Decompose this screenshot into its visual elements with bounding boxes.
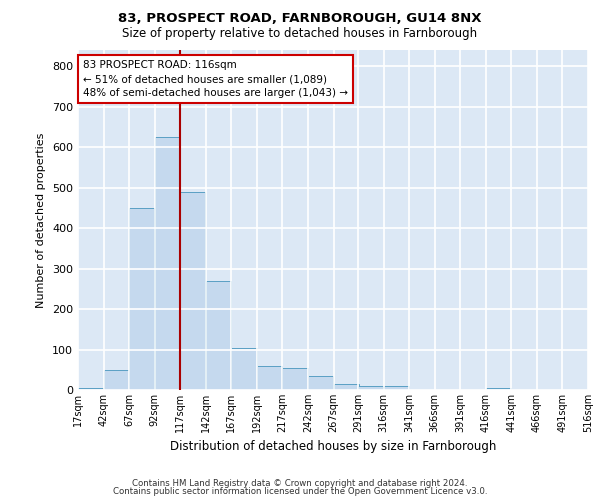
- Text: 83 PROSPECT ROAD: 116sqm
← 51% of detached houses are smaller (1,089)
48% of sem: 83 PROSPECT ROAD: 116sqm ← 51% of detach…: [83, 60, 348, 98]
- Bar: [155, 137, 180, 390]
- Bar: [129, 208, 154, 390]
- Bar: [78, 388, 103, 390]
- X-axis label: Distribution of detached houses by size in Farnborough: Distribution of detached houses by size …: [170, 440, 496, 454]
- Bar: [334, 384, 359, 390]
- Bar: [206, 280, 231, 390]
- Bar: [283, 368, 308, 390]
- Y-axis label: Number of detached properties: Number of detached properties: [37, 132, 46, 308]
- Bar: [308, 376, 333, 390]
- Bar: [383, 386, 409, 390]
- Bar: [232, 348, 257, 390]
- Text: Size of property relative to detached houses in Farnborough: Size of property relative to detached ho…: [122, 28, 478, 40]
- Text: 83, PROSPECT ROAD, FARNBOROUGH, GU14 8NX: 83, PROSPECT ROAD, FARNBOROUGH, GU14 8NX: [118, 12, 482, 26]
- Bar: [180, 192, 205, 390]
- Bar: [257, 366, 282, 390]
- Text: Contains HM Land Registry data © Crown copyright and database right 2024.: Contains HM Land Registry data © Crown c…: [132, 478, 468, 488]
- Bar: [104, 370, 129, 390]
- Bar: [358, 386, 383, 390]
- Text: Contains public sector information licensed under the Open Government Licence v3: Contains public sector information licen…: [113, 487, 487, 496]
- Bar: [486, 388, 511, 390]
